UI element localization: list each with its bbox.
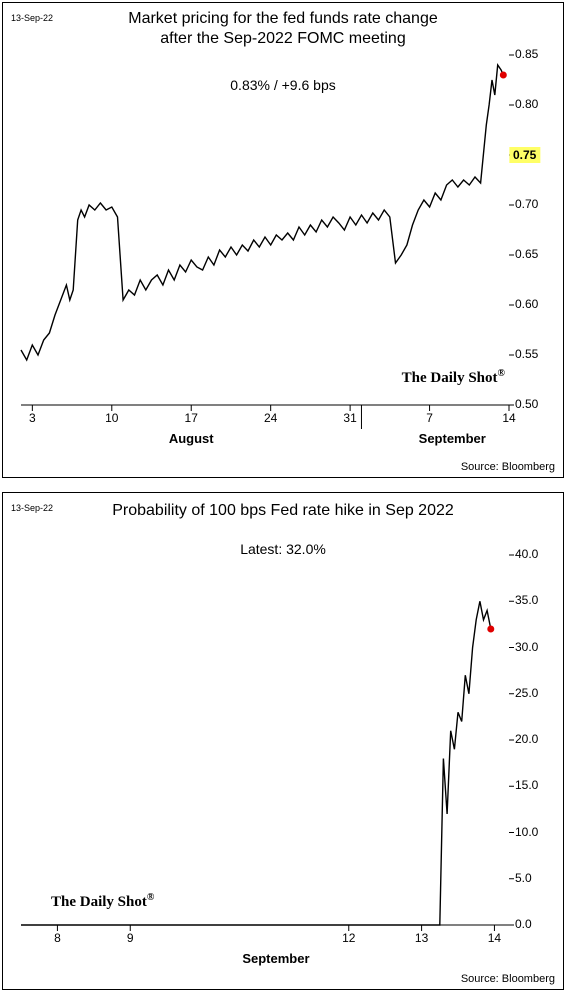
y-axis-label: 35.0 <box>509 593 538 607</box>
y-axis-label: 0.70 <box>509 197 538 211</box>
y-axis-label: 15.0 <box>509 778 538 792</box>
y-axis-label: 40.0 <box>509 547 538 561</box>
x-axis-label: 9 <box>127 925 134 945</box>
y-axis-label: 0.85 <box>509 47 538 61</box>
y-axis-label: 0.75 <box>509 147 540 163</box>
y-axis-label: 5.0 <box>509 871 532 885</box>
y-axis-label: 10.0 <box>509 825 538 839</box>
y-axis-label: 0.55 <box>509 347 538 361</box>
x-axis-label: 12 <box>342 925 355 945</box>
chart-svg <box>21 55 509 405</box>
plot-area: 0.500.550.600.650.700.750.800.85 3101724… <box>21 55 509 405</box>
chart-title: Market pricing for the fed funds rate ch… <box>3 9 563 49</box>
y-axis-label: 20.0 <box>509 732 538 746</box>
x-axis-label: 8 <box>54 925 61 945</box>
x-axis-label: 3 <box>29 405 36 425</box>
x-axis-label: 7 <box>426 405 433 425</box>
x-axis-label: 24 <box>264 405 277 425</box>
y-axis-label: 0.65 <box>509 247 538 261</box>
x-axis-label: 10 <box>105 405 118 425</box>
x-axis-label: 14 <box>488 925 501 945</box>
source-text: Source: Bloomberg <box>461 461 555 473</box>
y-axis-label: 0.80 <box>509 97 538 111</box>
chart-svg <box>21 555 509 925</box>
x-axis-label: 13 <box>415 925 428 945</box>
y-axis-label: 25.0 <box>509 686 538 700</box>
y-axis-label: 0.0 <box>509 917 532 931</box>
x-axis-label: 14 <box>502 405 515 425</box>
chart-panel-100bps: 13-Sep-22 Probability of 100 bps Fed rat… <box>2 492 564 990</box>
chart-title: Probability of 100 bps Fed rate hike in … <box>3 501 563 521</box>
x-axis-group-label: September <box>242 951 309 966</box>
date-stamp: 13-Sep-22 <box>11 503 53 513</box>
y-axis-label: 0.60 <box>509 297 538 311</box>
date-stamp: 13-Sep-22 <box>11 13 53 23</box>
attribution: The Daily Shot® <box>402 368 505 387</box>
chart-panel-fed-funds: 13-Sep-22 Market pricing for the fed fun… <box>2 2 564 478</box>
x-axis-label: 17 <box>185 405 198 425</box>
y-axis-label: 30.0 <box>509 640 538 654</box>
x-axis-group-label: September <box>419 431 486 446</box>
x-axis-label: 31 <box>343 405 356 425</box>
x-axis-group-label: August <box>169 431 214 446</box>
source-text: Source: Bloomberg <box>461 973 555 985</box>
attribution: The Daily Shot® <box>51 892 154 911</box>
plot-area: 0.05.010.015.020.025.030.035.040.0 89121… <box>21 555 509 925</box>
